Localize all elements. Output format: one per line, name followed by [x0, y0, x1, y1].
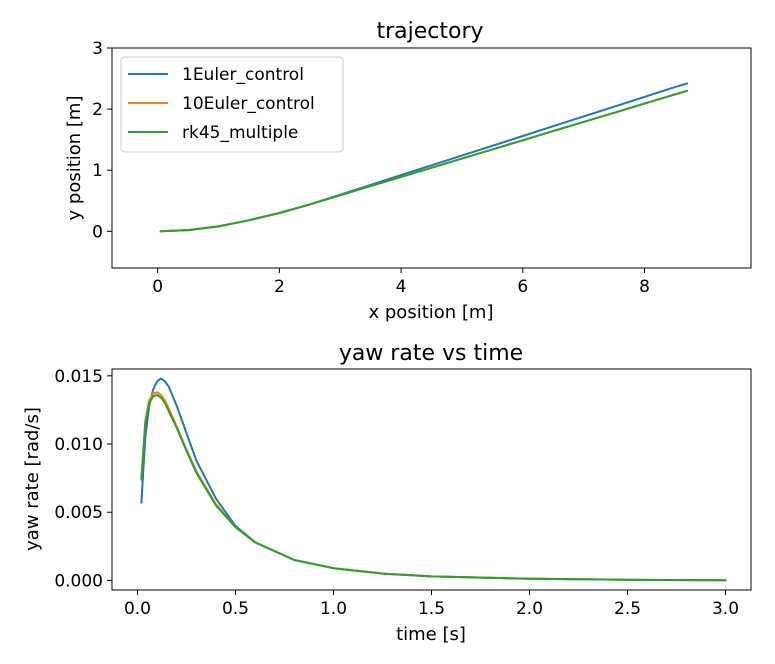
y-tick-label: 0.015 [54, 367, 103, 387]
y-ticks: 0.000 0.005 0.010 0.015 [54, 367, 112, 591]
x-tick-label: 3.0 [712, 599, 739, 619]
y-tick-label: 0.000 [54, 571, 103, 591]
series-line-10euler-control [140, 391, 727, 582]
plot-frame [111, 47, 752, 269]
series-lines [159, 82, 689, 233]
y-tick-label: 0 [92, 222, 103, 242]
trajectory-chart: trajectory 0 2 4 6 8 0 1 2 3 x position [m] y p… [64, 19, 752, 323]
y-tick-label: 2 [92, 100, 103, 120]
x-axis-label: time [s] [396, 624, 466, 645]
x-axis-label: x position [m] [369, 302, 494, 323]
series-line-rk45-multiple [159, 89, 689, 233]
legend: 1Euler_control 10Euler_control rk45_mult… [120, 56, 344, 153]
x-ticks: 0.0 0.5 1.0 1.5 2.0 2.5 3.0 [124, 590, 739, 619]
y-ticks: 0 1 2 3 [92, 39, 112, 242]
legend-box [120, 56, 344, 153]
y-axis-label: yaw rate [rad/s] [22, 407, 43, 551]
x-tick-label: 2 [274, 277, 285, 297]
x-tick-label: 6 [517, 277, 528, 297]
x-tick-label: 0.0 [124, 599, 151, 619]
x-tick-label: 8 [639, 277, 650, 297]
series-line-1euler-control [140, 377, 727, 582]
x-tick-label: 2.5 [614, 599, 641, 619]
y-tick-label: 3 [92, 39, 103, 59]
legend-label-10euler: 10Euler_control [182, 94, 315, 114]
x-tick-label: 0.5 [222, 599, 249, 619]
y-tick-label: 1 [92, 161, 103, 181]
x-tick-label: 2.0 [516, 599, 543, 619]
legend-label-rk45: rk45_multiple [182, 123, 298, 143]
x-tick-label: 4 [396, 277, 407, 297]
y-tick-label: 0.005 [54, 503, 103, 523]
series-line-rk45-multiple [140, 393, 727, 582]
legend-label-1euler: 1Euler_control [182, 65, 304, 85]
x-ticks: 0 2 4 6 8 [152, 268, 650, 297]
series-lines [140, 377, 727, 582]
x-tick-label: 1.0 [320, 599, 347, 619]
y-axis-label: y position [m] [64, 96, 85, 221]
x-tick-label: 0 [152, 277, 163, 297]
chart-title: yaw rate vs time [339, 341, 523, 366]
chart-title: trajectory [376, 19, 483, 44]
y-tick-label: 0.010 [54, 435, 103, 455]
plot-frame [111, 368, 752, 591]
yaw-rate-chart: yaw rate vs time 0.0 0.5 1.0 1.5 2.0 2.5 3.0 0… [22, 341, 752, 645]
x-tick-label: 1.5 [418, 599, 445, 619]
